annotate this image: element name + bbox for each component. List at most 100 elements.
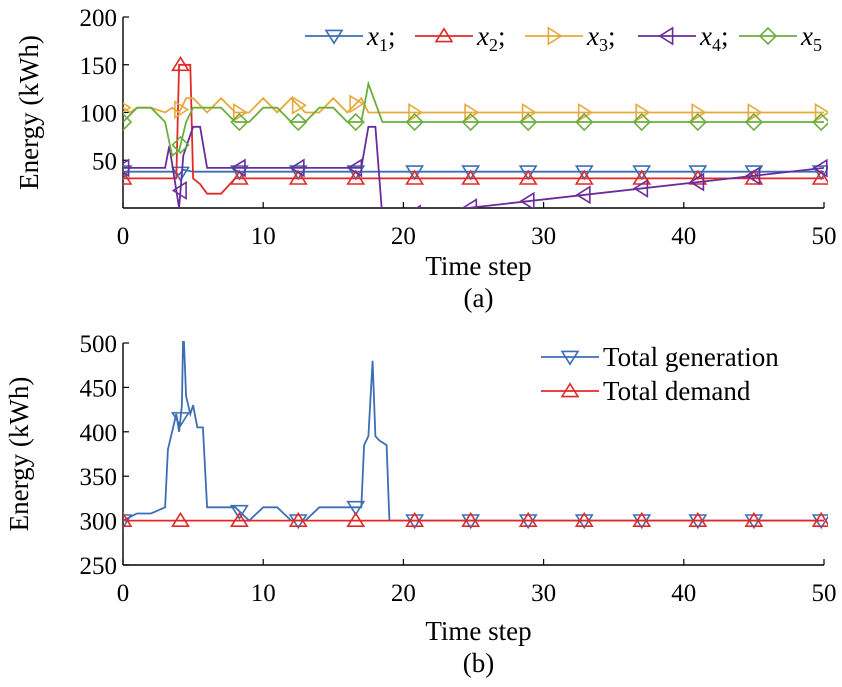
data-marker [346,169,366,185]
data-marker [171,56,190,72]
plot-area [123,341,828,530]
legend-subscript: 3 [599,35,608,55]
legend-subscript: 2 [489,35,498,55]
legend-var: x [800,21,813,51]
x-tick-label: 40 [671,223,696,250]
data-marker [688,112,707,132]
data-marker [519,191,535,208]
series-line-x5 [123,80,824,158]
chart-a: 0 10 20 30 40 50 50 100 150 200 Time step Energy (k… [14,5,837,313]
data-marker [349,94,365,114]
data-marker [123,165,133,181]
series-markers [123,112,828,155]
legend-separator: ; [388,21,396,51]
x-axis-label: Time step [425,616,531,646]
legend: Total generation Total demand [541,342,779,406]
data-marker [811,511,828,528]
data-marker [346,511,366,528]
chart-b: 0 10 20 30 40 50 250 300 350 400 450 500 Time step En… [4,331,837,678]
data-marker [123,158,130,178]
data-marker [289,158,305,178]
data-marker [744,165,764,181]
legend-label: Total demand [603,376,751,406]
x-tick-label: 30 [531,223,556,250]
data-marker [346,165,366,181]
data-marker [812,112,828,132]
data-marker [518,511,538,528]
data-marker [575,185,591,205]
legend-label: x1; [366,21,396,55]
data-marker [745,166,761,186]
data-marker [574,165,594,181]
data-marker [288,511,308,528]
y-tick-label: 50 [92,148,117,175]
data-marker [464,103,480,122]
legend-label: x3; [586,21,616,55]
data-marker [288,165,308,181]
legend-label: x4; [699,21,729,55]
data-marker [575,112,594,132]
legend-subscript: 4 [712,35,721,55]
data-marker [574,169,594,185]
data-marker [688,511,708,528]
data-marker [229,165,249,181]
data-marker [744,112,764,132]
data-marker [689,172,705,192]
data-marker [123,169,133,185]
x-tick-label: 40 [671,580,696,607]
legend-marker [324,29,344,45]
data-marker [461,198,478,208]
data-marker [229,504,249,520]
data-marker [123,102,132,114]
y-axis-label: Energy (kWh) [14,35,44,190]
series-markers [123,412,828,530]
data-marker [232,103,249,122]
series-markers [123,165,828,182]
data-marker [811,169,828,185]
data-marker [744,511,764,528]
data-marker [288,169,308,185]
plot-area [123,56,828,208]
y-tick-label: 250 [80,553,118,580]
data-marker [633,178,649,198]
data-marker [229,169,249,185]
data-marker [811,165,828,181]
data-marker [461,169,481,185]
data-marker [174,100,190,120]
subplot-caption: (b) [463,648,494,678]
data-marker [405,112,424,132]
legend-separator: ; [721,21,729,51]
legend-marker [560,382,580,398]
data-marker [461,165,481,181]
y-tick-label: 100 [80,101,118,128]
x-axis-label: Time step [425,251,531,281]
legend-var: x [586,21,599,51]
y-tick-label: 300 [80,509,118,536]
series-line-x4 [123,125,825,208]
data-marker [230,158,246,178]
data-marker [688,165,708,181]
legend-subscript: 1 [379,35,388,55]
data-marker [632,511,652,528]
series-markers [123,511,828,528]
data-marker [405,169,425,185]
data-marker [519,112,538,132]
y-axis-label: Energy (kWh) [4,377,34,532]
data-marker [405,165,425,181]
subplot-caption: (a) [464,283,494,313]
legend-label: Total generation [603,342,779,372]
series-markers [123,94,828,122]
x-tick-label: 30 [531,580,556,607]
x-tick-label: 0 [117,223,130,250]
data-marker [171,511,190,528]
data-marker [635,103,651,122]
legend-subscript: 5 [813,35,822,55]
data-marker [171,181,187,200]
legend-marker [547,26,563,46]
y-tick-label: 400 [80,420,118,447]
legend-label: x5 [800,21,822,55]
data-marker [289,112,308,132]
data-marker [461,112,480,132]
data-marker [123,112,133,132]
